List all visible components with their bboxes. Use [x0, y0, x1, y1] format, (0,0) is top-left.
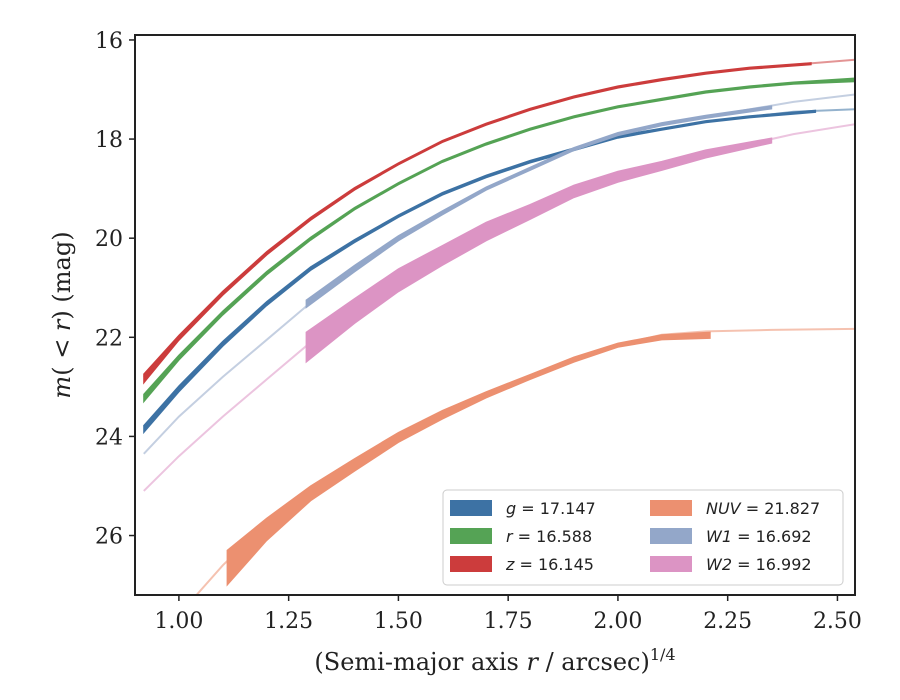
legend-label-w1: W1 = 16.692 — [706, 527, 812, 546]
legend-swatch-g — [450, 500, 492, 516]
y-axis-label-part-1: ( < — [48, 331, 76, 376]
x-tick-label: 1.00 — [154, 609, 203, 634]
x-tick-label: 1.25 — [264, 609, 313, 634]
x-axis-label: (Semi-major axis r / arcsec)1/4 — [314, 645, 675, 676]
y-axis-label: m( < r) (mag) — [48, 231, 76, 398]
y-tick-label: 22 — [95, 326, 123, 351]
y-tick-label: 18 — [95, 128, 123, 153]
x-tick-label: 2.00 — [593, 609, 642, 634]
legend-swatch-w2 — [650, 556, 692, 572]
legend-label-g: g = 17.147 — [506, 499, 596, 518]
plot-frame — [134, 34, 856, 596]
x-axis-label-variable: r — [526, 648, 539, 676]
x-axis-label-part-2: / arcsec) — [538, 648, 650, 676]
legend-swatch-z — [450, 556, 492, 572]
legend-label-w2: W2 = 16.992 — [706, 555, 812, 574]
x-axis-label-exponent: 1/4 — [650, 645, 676, 664]
legend-swatch-r — [450, 528, 492, 544]
legend-box — [442, 489, 844, 586]
legend: g = 17.147 r = 16.588 z = 16.145 NUV = 21.8… — [442, 489, 844, 586]
y-axis-label-part-2: ) (mag) — [48, 231, 76, 319]
y-ticks: 16 18 20 22 24 26 — [95, 29, 135, 550]
y-tick-label: 16 — [95, 29, 123, 54]
y-tick-label: 26 — [95, 525, 123, 550]
observed-band-w2 — [305, 137, 773, 364]
observed-band-nuv — [226, 331, 711, 587]
x-tick-label: 2.25 — [703, 609, 752, 634]
observed-band-r — [143, 77, 855, 404]
x-tick-label: 1.50 — [374, 609, 423, 634]
legend-label-r: r = 16.588 — [506, 527, 592, 546]
legend-swatch-nuv — [650, 500, 692, 516]
observed-bands — [143, 62, 855, 587]
observed-band-g — [143, 109, 817, 435]
y-axis-label-variable: m — [48, 376, 76, 399]
x-tick-label: 2.50 — [813, 609, 862, 634]
observed-band-z — [143, 62, 812, 385]
x-axis-label-part-1: (Semi-major axis — [314, 648, 526, 676]
y-tick-label: 24 — [95, 425, 123, 450]
x-tick-label: 1.75 — [484, 609, 533, 634]
y-axis-label-radius: r — [48, 318, 76, 331]
observed-band-w1 — [305, 105, 773, 309]
y-tick-label: 20 — [95, 227, 123, 252]
legend-swatch-w1 — [650, 528, 692, 544]
legend-label-z: z = 16.145 — [505, 555, 594, 574]
legend-label-nuv: NUV = 21.827 — [706, 499, 820, 518]
x-ticks: 1.00 1.25 1.50 1.75 2.00 2.25 2.50 — [154, 595, 862, 634]
